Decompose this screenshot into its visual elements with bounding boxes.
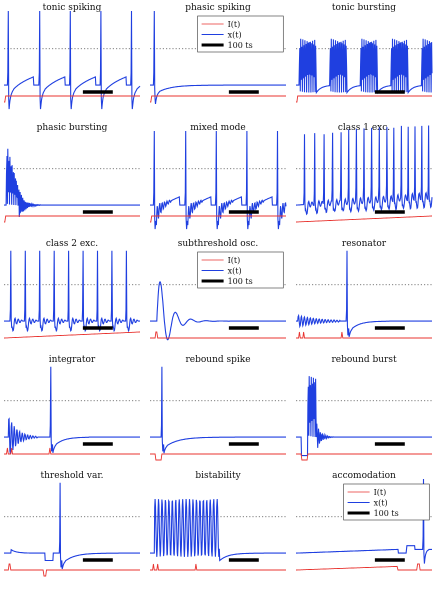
input-trace <box>150 215 286 223</box>
panel-11: rebound burst <box>296 355 432 461</box>
panel-5: class 1 exc. <box>296 123 433 223</box>
panel-title: accomodation <box>332 471 396 481</box>
state-trace <box>296 478 432 564</box>
state-trace <box>150 366 286 454</box>
input-trace <box>150 95 286 103</box>
legend-input-label: I(t) <box>228 20 241 29</box>
panel-1: phasic spiking I(t) x(t)100 ts <box>150 3 286 104</box>
state-trace <box>150 10 286 104</box>
input-trace <box>296 215 432 223</box>
input-trace <box>296 563 432 571</box>
panel-title: tonic spiking <box>43 3 102 13</box>
legend-state-label: x(t) <box>228 31 242 40</box>
state-trace <box>150 281 286 341</box>
panel-title: phasic bursting <box>37 123 108 133</box>
panel-title: mixed mode <box>190 123 245 133</box>
input-trace <box>4 95 140 103</box>
panel-4: mixed mode <box>150 123 287 230</box>
panel-title: class 2 exc. <box>46 239 98 249</box>
panel-2: tonic bursting <box>296 3 433 103</box>
legend-state-label: x(t) <box>374 499 388 508</box>
state-trace <box>296 250 432 338</box>
panel-10: rebound spike <box>150 355 286 461</box>
panel-title: subthreshold osc. <box>178 239 259 249</box>
state-trace <box>150 498 286 562</box>
panel-13: bistability <box>150 471 286 571</box>
panel-title: phasic spiking <box>185 3 251 13</box>
state-trace <box>4 10 141 110</box>
panel-9: integrator <box>4 355 140 455</box>
state-trace <box>150 130 287 230</box>
input-trace <box>296 95 432 103</box>
state-trace <box>4 148 140 218</box>
legend-input-label: I(t) <box>374 488 387 497</box>
panel-title: class 1 exc. <box>338 123 390 133</box>
panel-3: phasic bursting <box>4 123 140 223</box>
input-trace <box>296 453 432 461</box>
state-trace <box>4 366 140 454</box>
panel-0: tonic spiking <box>4 3 141 110</box>
input-trace <box>4 215 140 223</box>
panel-title: rebound spike <box>185 355 250 365</box>
panel-title: resonator <box>342 239 387 249</box>
state-trace <box>296 125 433 216</box>
panel-12: threshold var. <box>4 471 140 577</box>
input-trace <box>4 331 140 339</box>
state-trace <box>4 482 140 570</box>
input-trace <box>296 331 432 339</box>
panel-7: subthreshold osc. I(t) x(t)100 ts <box>150 239 286 341</box>
input-trace <box>150 453 286 461</box>
legend-state-label: x(t) <box>228 267 242 276</box>
state-trace <box>296 38 433 95</box>
legend-scale-bar-label: 100 ts <box>374 509 399 518</box>
panel-title: threshold var. <box>41 471 104 481</box>
state-trace <box>4 250 140 333</box>
input-trace <box>4 447 140 455</box>
panel-title: tonic bursting <box>332 3 396 13</box>
panel-title: rebound burst <box>331 355 397 365</box>
legend-scale-bar-label: 100 ts <box>228 41 253 50</box>
input-trace <box>4 563 140 577</box>
legend-input-label: I(t) <box>228 256 241 265</box>
state-trace <box>296 376 432 457</box>
panel-6: class 2 exc. <box>4 239 140 339</box>
input-trace <box>150 563 286 571</box>
panel-title: integrator <box>49 355 96 365</box>
panel-title: bistability <box>195 471 241 481</box>
panel-14: accomodation I(t) x(t)100 ts <box>296 471 432 571</box>
legend-scale-bar-label: 100 ts <box>228 277 253 286</box>
input-trace <box>150 331 286 339</box>
panel-8: resonator <box>296 239 432 339</box>
